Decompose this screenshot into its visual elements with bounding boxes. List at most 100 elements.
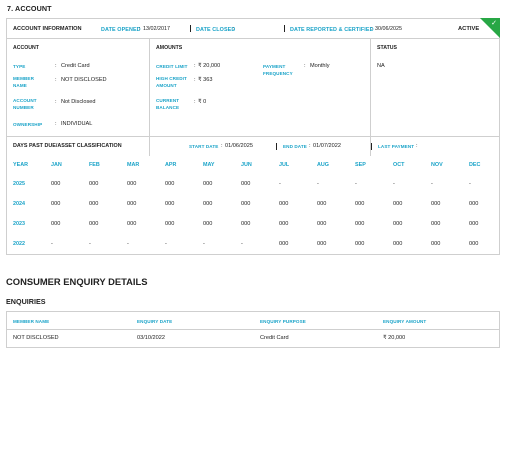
dpd-cell: 000 — [127, 181, 137, 187]
dpd-column-header: JAN — [51, 162, 62, 168]
dpd-cell: 000 — [355, 221, 365, 227]
enquiry-date: 03/10/2022 — [137, 335, 165, 341]
section-title: 7. ACCOUNT — [7, 4, 52, 13]
account-info-title: ACCOUNT INFORMATION — [13, 26, 82, 32]
dpd-cell: 000 — [165, 201, 175, 207]
type-label: TYPE — [13, 64, 26, 69]
enquiry-purpose: Credit Card — [260, 335, 289, 341]
payment-frequency-label: PAYMENT FREQUENCY — [263, 64, 293, 76]
date-reported-label: DATE REPORTED & CERTIFIED — [290, 26, 374, 33]
header-divider — [371, 143, 372, 150]
dpd-cell: 000 — [89, 201, 99, 207]
credit-limit-value: ₹ 20,000 — [198, 63, 221, 69]
dpd-cell: 000 — [431, 221, 441, 227]
enquiry-member-name: NOT DISCLOSED — [13, 335, 59, 341]
dpd-cell: 000 — [89, 181, 99, 187]
dpd-year: 2023 — [13, 221, 25, 227]
dpd-year: 2022 — [13, 241, 25, 247]
dpd-cell: 000 — [355, 201, 365, 207]
current-balance-label: CURRENT BALANCE — [156, 98, 180, 110]
high-credit-label: HIGH CREDIT AMOUNT — [156, 76, 187, 88]
high-credit-value: ₹ 363 — [198, 77, 213, 83]
dpd-cell: 000 — [203, 181, 213, 187]
last-payment-label: LAST PAYMENT — [378, 144, 415, 149]
type-value: Credit Card — [61, 63, 90, 69]
end-date-label: END DATE — [283, 144, 307, 149]
date-reported-value: 30/06/2025 — [375, 26, 402, 32]
dpd-cell: - — [89, 241, 91, 247]
enquiry-header-purpose: ENQUIRY PURPOSE — [260, 319, 306, 324]
amounts-column: AMOUNTS CREDIT LIMIT : ₹ 20,000 HIGH CRE… — [150, 39, 371, 156]
dpd-cell: - — [241, 241, 243, 247]
start-date-label: START DATE — [189, 144, 219, 149]
dpd-column-header: NOV — [431, 162, 443, 168]
dpd-cell: 000 — [51, 181, 61, 187]
dpd-cell: - — [165, 241, 167, 247]
dpd-title: DAYS PAST DUE/ASSET CLASSIFICATION — [13, 143, 122, 149]
dpd-cell: 000 — [51, 221, 61, 227]
status-badge: ACTIVE — [458, 26, 480, 32]
dpd-cell: - — [279, 181, 281, 187]
status-heading: STATUS — [377, 45, 397, 51]
dpd-year: 2025 — [13, 181, 25, 187]
dpd-column-header: MAY — [203, 162, 215, 168]
dpd-column-header: JUL — [279, 162, 290, 168]
dpd-column-header: YEAR — [13, 162, 28, 168]
dpd-cell: 000 — [469, 221, 479, 227]
dpd-cell: 000 — [393, 221, 403, 227]
dpd-cell: - — [469, 181, 471, 187]
enquiries-subtitle: ENQUIRIES — [6, 297, 46, 306]
dpd-cell: 000 — [279, 201, 289, 207]
dpd-cell: 000 — [431, 241, 441, 247]
date-opened-label: DATE OPENED — [101, 26, 141, 33]
dpd-cell: - — [431, 181, 433, 187]
enquiries-table: MEMBER NAME ENQUIRY DATE ENQUIRY PURPOSE… — [6, 311, 500, 348]
status-value: NA — [377, 63, 385, 69]
credit-limit-label: CREDIT LIMIT — [156, 64, 188, 69]
dpd-cell: 000 — [241, 181, 251, 187]
dpd-cell: 000 — [469, 241, 479, 247]
dpd-column-header: DEC — [469, 162, 481, 168]
dpd-cell: 000 — [89, 221, 99, 227]
start-date-value: 01/06/2025 — [225, 143, 253, 149]
dpd-cell: 000 — [203, 221, 213, 227]
consumer-enquiry-title: CONSUMER ENQUIRY DETAILS — [6, 276, 148, 287]
dpd-cell: 000 — [317, 241, 327, 247]
active-corner-flag — [480, 18, 500, 38]
dpd-cell: 000 — [393, 201, 403, 207]
dpd-column-header: SEP — [355, 162, 366, 168]
status-column: STATUS NA — [371, 39, 499, 156]
header-divider — [190, 25, 191, 32]
payment-frequency-value: Monthly — [310, 63, 330, 69]
dpd-cell: - — [393, 181, 395, 187]
member-name-value: NOT DISCLOSED — [61, 77, 107, 83]
account-card: ACCOUNT INFORMATION DATE OPENED : 13/02/… — [6, 18, 500, 255]
amounts-heading: AMOUNTS — [156, 45, 183, 51]
header-divider — [276, 143, 277, 150]
dpd-year: 2024 — [13, 201, 25, 207]
dpd-cell: - — [203, 241, 205, 247]
dpd-cell: 000 — [165, 181, 175, 187]
end-date-value: 01/07/2022 — [313, 143, 341, 149]
dpd-column-header: OCT — [393, 162, 405, 168]
current-balance-value: ₹ 0 — [198, 99, 207, 105]
ownership-label: OWNERSHIP — [13, 122, 43, 127]
dpd-column-header: APR — [165, 162, 177, 168]
member-name-label: MEMBER NAME — [13, 76, 35, 88]
dpd-cell: 000 — [393, 241, 403, 247]
date-closed-label: DATE CLOSED — [196, 26, 236, 33]
dpd-cell: 000 — [165, 221, 175, 227]
enquiry-header-amount: ENQUIRY AMOUNT — [383, 319, 427, 324]
dpd-header: DAYS PAST DUE/ASSET CLASSIFICATION START… — [7, 136, 499, 154]
header-divider — [284, 25, 285, 32]
dpd-cell: 000 — [279, 221, 289, 227]
dpd-cell: 000 — [317, 221, 327, 227]
dpd-column-header: AUG — [317, 162, 329, 168]
dpd-cell: - — [127, 241, 129, 247]
dpd-cell: 000 — [127, 221, 137, 227]
dpd-column-header: MAR — [127, 162, 140, 168]
dpd-cell: 000 — [355, 241, 365, 247]
dpd-cell: 000 — [203, 201, 213, 207]
check-icon: ✓ — [491, 20, 497, 27]
date-opened-value: 13/02/2017 — [143, 26, 170, 32]
